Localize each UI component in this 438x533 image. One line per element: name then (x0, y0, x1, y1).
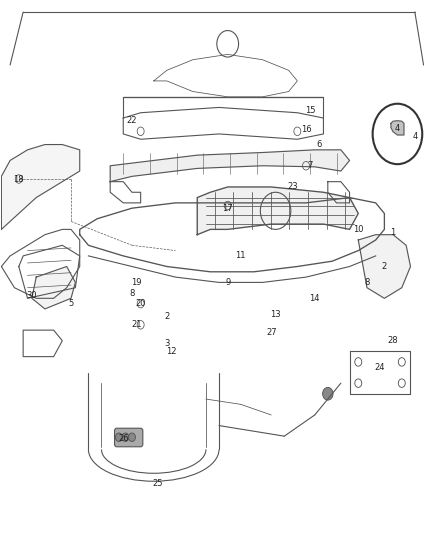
Polygon shape (32, 266, 75, 309)
Polygon shape (391, 120, 404, 135)
Text: 2: 2 (382, 262, 387, 271)
FancyBboxPatch shape (115, 428, 143, 447)
Text: 1: 1 (390, 228, 396, 237)
Text: 9: 9 (225, 278, 230, 287)
Text: 15: 15 (305, 106, 316, 115)
Text: 13: 13 (270, 310, 281, 319)
Text: 4: 4 (395, 124, 400, 133)
Text: 22: 22 (127, 116, 137, 125)
Polygon shape (1, 144, 80, 229)
Text: 25: 25 (153, 479, 163, 488)
Text: 12: 12 (166, 347, 177, 356)
Text: 23: 23 (288, 182, 298, 191)
Polygon shape (110, 150, 350, 182)
Text: 11: 11 (236, 252, 246, 261)
Circle shape (128, 433, 135, 441)
Polygon shape (197, 187, 358, 235)
Text: 26: 26 (118, 434, 129, 443)
Text: 3: 3 (164, 339, 170, 348)
Text: 19: 19 (131, 278, 141, 287)
Circle shape (322, 387, 333, 400)
Text: 18: 18 (14, 174, 24, 183)
Text: 28: 28 (388, 336, 399, 345)
Text: 14: 14 (310, 294, 320, 303)
Circle shape (122, 433, 129, 441)
Text: 7: 7 (308, 161, 313, 170)
Text: 27: 27 (266, 328, 276, 337)
Text: 2: 2 (164, 312, 170, 321)
Text: 16: 16 (301, 125, 311, 134)
Text: 24: 24 (375, 363, 385, 372)
Polygon shape (358, 235, 410, 298)
Text: 21: 21 (131, 320, 141, 329)
Text: 17: 17 (223, 204, 233, 213)
Circle shape (116, 433, 122, 441)
Text: 4: 4 (412, 132, 417, 141)
Text: 8: 8 (129, 288, 134, 297)
Text: 8: 8 (364, 278, 370, 287)
Text: 5: 5 (68, 299, 74, 308)
Text: 10: 10 (353, 225, 364, 234)
Text: 20: 20 (135, 299, 146, 308)
Text: 30: 30 (27, 291, 37, 300)
Text: 6: 6 (316, 140, 322, 149)
